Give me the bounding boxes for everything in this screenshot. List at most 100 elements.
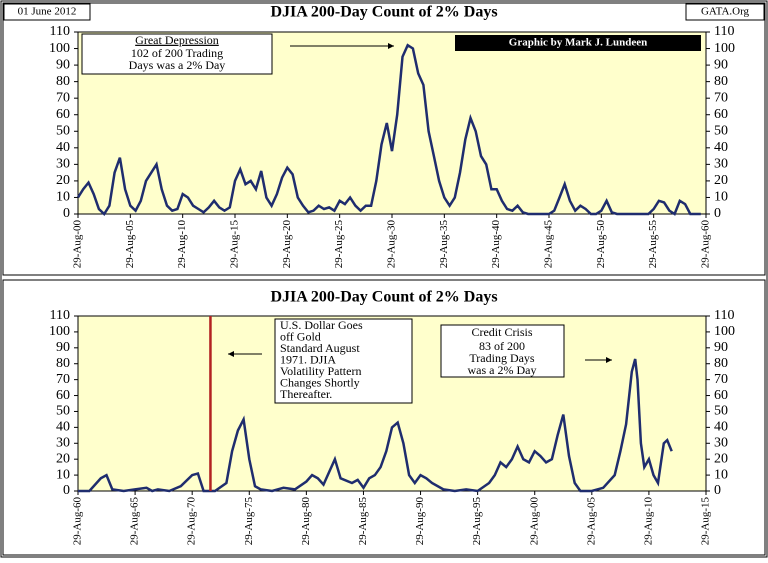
y-tick-label: 0 [63,483,70,498]
y-tick-label: 70 [714,90,728,105]
y-tick-label: 40 [56,420,70,435]
x-tick-label: 29-Aug-15 [229,220,241,269]
y-tick-label: 20 [714,451,728,466]
x-tick-label: 29-Aug-15 [700,497,712,546]
y-tick-label: 80 [56,74,70,89]
y-tick-label: 50 [714,123,728,138]
y-tick-label: 100 [714,324,735,339]
y-tick-label: 110 [714,24,734,39]
y-tick-label: 80 [714,74,728,89]
x-tick-label: 29-Aug-35 [438,220,450,269]
y-tick-label: 0 [63,206,70,221]
x-tick-label: 29-Aug-20 [281,220,293,269]
y-tick-label: 20 [714,173,728,188]
data-line [78,358,673,493]
panel-frame [2,2,766,276]
y-tick-label: 30 [56,157,70,172]
dollar-line: Changes Shortly [280,375,360,389]
y-tick-label: 60 [56,388,70,403]
y-tick-label: 0 [714,483,721,498]
y-tick-label: 110 [50,24,70,39]
y-tick-label: 90 [714,340,728,355]
x-tick-label: 29-Aug-95 [471,497,483,546]
y-tick-label: 50 [56,404,70,419]
arrow-head [228,351,234,357]
x-tick-label: 29-Aug-55 [647,220,659,269]
x-tick-label: 29-Aug-75 [243,497,255,546]
y-tick-label: 70 [56,90,70,105]
dollar-line: off Gold [280,329,321,343]
y-tick-label: 10 [56,467,70,482]
y-tick-label: 20 [56,451,70,466]
y-tick-label: 60 [714,107,728,122]
note-line: 102 of 200 Trading [131,46,223,60]
y-tick-label: 110 [50,308,70,323]
y-tick-label: 30 [56,435,70,450]
crisis-line: was a 2% Day [468,363,537,377]
dollar-line: Thereafter. [280,387,332,401]
y-tick-label: 60 [56,107,70,122]
y-tick-label: 10 [56,190,70,205]
dollar-line: Volatility Pattern [280,364,361,378]
x-tick-label: 29-Aug-25 [333,220,345,269]
x-tick-label: 29-Aug-70 [186,497,198,546]
x-tick-label: 29-Aug-60 [72,497,84,546]
y-tick-label: 30 [714,157,728,172]
y-tick-label: 20 [56,173,70,188]
y-tick-label: 90 [56,57,70,72]
credit-box [455,35,701,51]
dollar-line: 1971. DJIA [280,352,336,366]
x-tick-label: 29-Aug-85 [357,497,369,546]
y-tick-label: 10 [714,190,728,205]
y-tick-label: 80 [56,356,70,371]
site-box [685,3,765,21]
dollar-line: U.S. Dollar Goes [280,318,363,332]
y-tick-label: 30 [714,435,728,450]
crisis-line: 83 of 200 [479,339,525,353]
note-line: Days was a 2% Day [129,58,226,72]
x-tick-label: 29-Aug-40 [490,220,502,269]
x-tick-label: 29-Aug-00 [528,497,540,546]
x-tick-label: 29-Aug-90 [414,497,426,546]
site: GATA.Org [701,6,750,18]
x-tick-label: 29-Aug-30 [386,220,398,269]
date-box [3,3,91,21]
y-tick-label: 90 [56,340,70,355]
x-tick-label: 29-Aug-00 [72,220,84,269]
y-tick-label: 110 [714,308,734,323]
data-line [76,43,701,216]
y-tick-label: 100 [714,41,735,56]
x-tick-label: 29-Aug-80 [300,497,312,546]
chart-title: DJIA 200-Day Count of 2% Days [270,289,497,306]
y-tick-label: 100 [49,324,70,339]
y-tick-label: 60 [714,388,728,403]
y-tick-label: 10 [714,467,728,482]
y-tick-label: 50 [56,123,70,138]
panel-frame [2,279,766,556]
y-tick-label: 40 [714,420,728,435]
y-tick-label: 40 [56,140,70,155]
note-heading: Great Depression [135,33,219,47]
credit: Graphic by Mark J. Lundeen [509,37,647,49]
date: 01 June 2012 [18,6,77,18]
x-tick-label: 29-Aug-05 [585,497,597,546]
x-tick-label: 29-Aug-10 [176,220,188,269]
x-tick-label: 29-Aug-65 [129,497,141,546]
y-tick-label: 40 [714,140,728,155]
x-tick-label: 29-Aug-50 [595,220,607,269]
crisis-box [440,324,565,378]
y-tick-label: 70 [56,372,70,387]
arrow-head [606,357,612,363]
x-tick-label: 29-Aug-05 [124,220,136,269]
y-tick-label: 50 [714,404,728,419]
note-box [81,33,273,75]
x-tick-label: 29-Aug-10 [642,497,654,546]
arrow-head [388,43,394,49]
y-tick-label: 80 [714,356,728,371]
crisis-line: Trading Days [469,351,535,365]
dollar-line: Standard August [280,341,360,355]
chart-title: DJIA 200-Day Count of 2% Days [270,4,497,21]
dollar-box [274,318,413,404]
y-tick-label: 100 [49,41,70,56]
